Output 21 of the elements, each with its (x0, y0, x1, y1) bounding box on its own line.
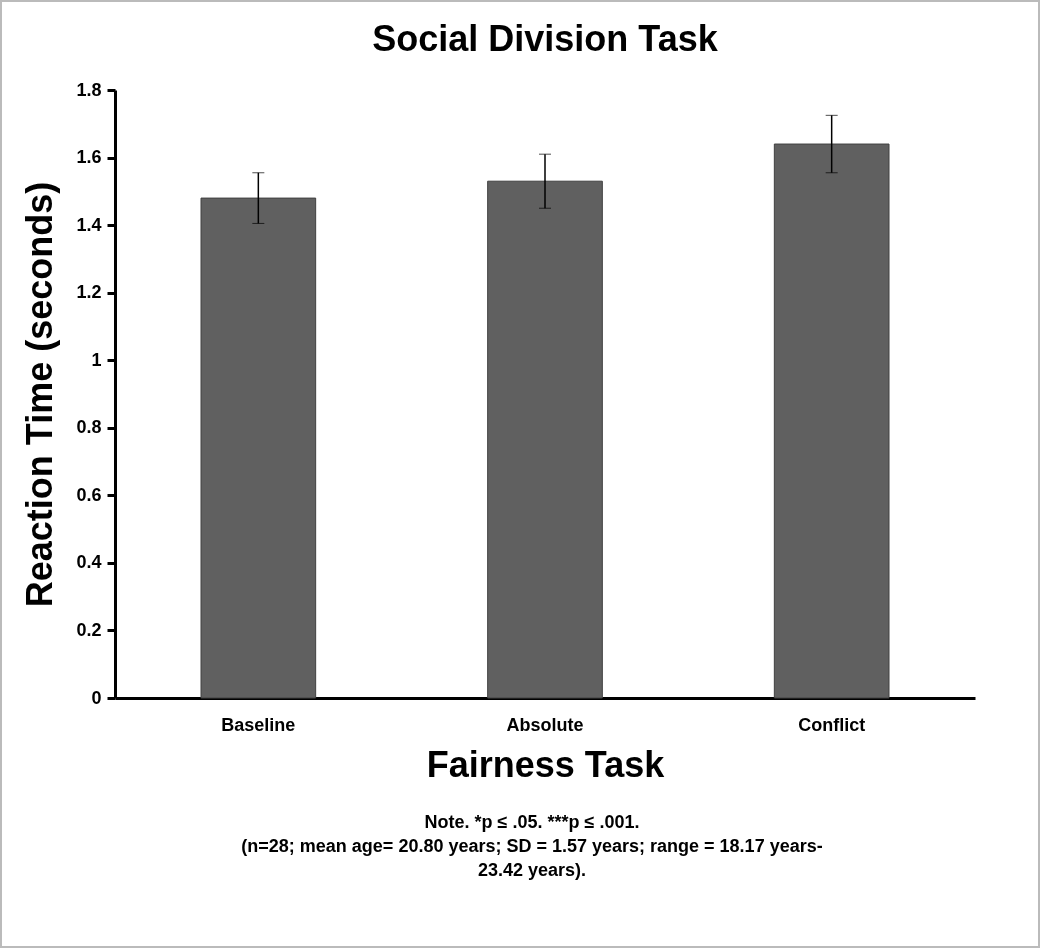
y-tick-label: 1.2 (76, 282, 102, 303)
text: (n=28; mean age= 20.80 years; SD = 1.57 years; range = 18.17 years-23.42 years). (240, 835, 824, 882)
y-tick-label: 1 (91, 349, 102, 370)
bar (487, 180, 603, 699)
bar (200, 197, 317, 699)
x-tick-label: Conflict (798, 714, 866, 735)
chart-title: Social Division Task (372, 18, 719, 59)
bar (773, 143, 890, 699)
y-tick-label: 0.6 (76, 484, 102, 505)
y-axis-title: Reaction Time (seconds) (19, 181, 61, 608)
y-tick-label: 0.2 (76, 619, 102, 640)
text: Note. *p ≤ .05. ***p ≤ .001. (423, 811, 641, 834)
x-tick-label: Absolute (506, 714, 584, 735)
x-tick-label: Baseline (221, 714, 296, 735)
y-tick-label: 1.6 (76, 147, 102, 168)
y-tick-label: 0 (91, 687, 102, 708)
y-tick-label: 1.8 (76, 79, 102, 100)
y-tick-label: 0.8 (76, 417, 102, 438)
x-axis-title: Fairness Task (426, 743, 666, 785)
y-tick-label: 0.4 (76, 552, 102, 573)
y-tick-label: 1.4 (76, 214, 102, 235)
